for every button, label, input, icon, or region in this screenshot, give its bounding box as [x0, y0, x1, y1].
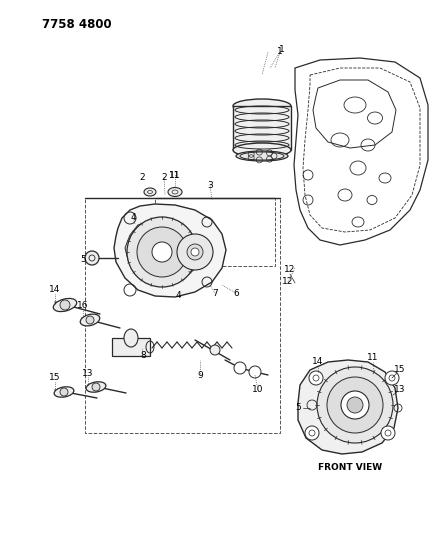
Circle shape [137, 227, 187, 277]
Text: 12: 12 [284, 265, 296, 274]
Text: 11: 11 [169, 171, 181, 180]
Circle shape [327, 377, 383, 433]
Circle shape [187, 244, 203, 260]
Text: 16: 16 [77, 301, 89, 310]
Text: 6: 6 [233, 288, 239, 297]
Circle shape [92, 383, 100, 391]
Text: 2: 2 [139, 173, 145, 182]
Circle shape [60, 388, 68, 396]
Circle shape [317, 367, 393, 443]
Text: 2: 2 [161, 173, 167, 182]
Circle shape [86, 316, 94, 324]
Bar [155, 198, 275, 266]
Ellipse shape [86, 382, 106, 392]
Text: 5: 5 [80, 255, 86, 264]
Ellipse shape [124, 329, 138, 347]
Text: 10: 10 [252, 385, 264, 394]
Text: 14: 14 [49, 286, 60, 295]
Ellipse shape [53, 298, 77, 312]
Ellipse shape [233, 143, 291, 157]
Circle shape [60, 300, 70, 310]
Circle shape [305, 426, 319, 440]
Circle shape [385, 371, 399, 385]
Circle shape [85, 251, 99, 265]
Text: 7758 4800: 7758 4800 [42, 18, 112, 31]
Text: FRONT VIEW: FRONT VIEW [318, 464, 382, 472]
Circle shape [234, 362, 246, 374]
Circle shape [152, 242, 172, 262]
Bar [85, 198, 280, 433]
Circle shape [341, 391, 369, 419]
Bar [112, 338, 150, 356]
Polygon shape [114, 204, 226, 297]
Ellipse shape [236, 151, 288, 161]
Text: 11: 11 [169, 171, 181, 180]
Text: 14: 14 [312, 358, 324, 367]
Ellipse shape [233, 99, 291, 113]
Text: 1: 1 [279, 45, 285, 54]
Text: 11: 11 [367, 353, 379, 362]
Ellipse shape [54, 387, 74, 397]
Text: 1: 1 [277, 47, 283, 56]
Circle shape [249, 366, 261, 378]
Circle shape [347, 397, 363, 413]
Text: 5: 5 [295, 403, 301, 413]
Circle shape [127, 217, 197, 287]
Text: 4: 4 [175, 290, 181, 300]
Text: 12: 12 [282, 278, 294, 287]
Polygon shape [125, 220, 200, 282]
Text: 13: 13 [394, 385, 406, 394]
Ellipse shape [144, 188, 156, 196]
Circle shape [177, 234, 213, 270]
Text: 8: 8 [140, 351, 146, 359]
Bar [233, 106, 291, 150]
Text: 15: 15 [394, 366, 406, 375]
Polygon shape [298, 360, 398, 454]
Text: 9: 9 [197, 370, 203, 379]
Ellipse shape [80, 314, 100, 326]
Polygon shape [294, 58, 428, 245]
Text: 3: 3 [207, 181, 213, 190]
Ellipse shape [168, 188, 182, 197]
Text: 13: 13 [82, 368, 94, 377]
Circle shape [210, 345, 220, 355]
Circle shape [191, 248, 199, 256]
Text: 4: 4 [130, 214, 136, 222]
Circle shape [309, 371, 323, 385]
Circle shape [381, 426, 395, 440]
Text: 7: 7 [212, 288, 218, 297]
Text: 15: 15 [49, 374, 61, 383]
